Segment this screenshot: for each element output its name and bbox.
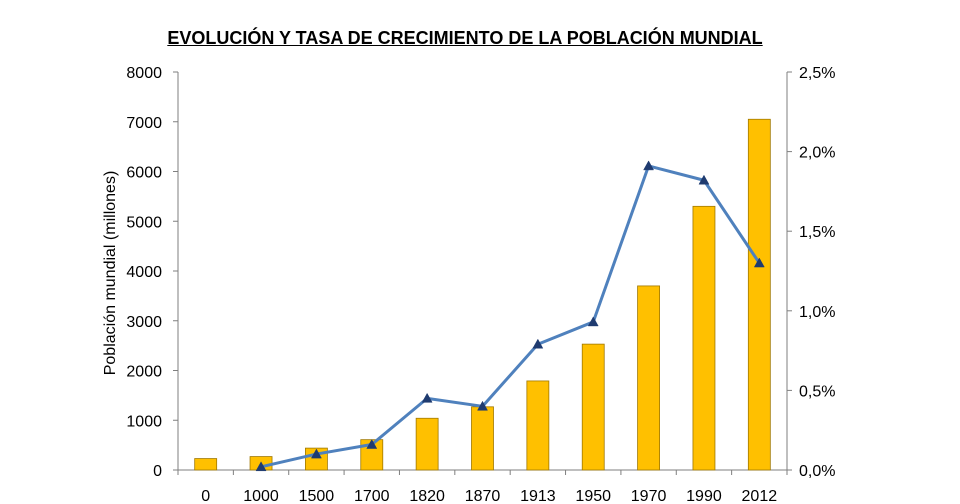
- left-tick-label: 1000: [126, 413, 162, 430]
- x-tick-label: 0: [201, 488, 210, 504]
- left-tick-label: 6000: [126, 165, 162, 182]
- growth-rate-point: [310, 448, 322, 459]
- x-tick-label: 1870: [465, 488, 501, 504]
- growth-rate-point: [421, 392, 433, 403]
- growth-rate-line: [260, 164, 761, 469]
- left-tick-label: 3000: [126, 314, 162, 331]
- bar: [415, 417, 439, 471]
- x-tick-label: 1913: [520, 488, 556, 504]
- growth-rate-point: [587, 316, 599, 327]
- bar: [692, 205, 716, 471]
- right-tick-label: 1,0%: [799, 304, 835, 321]
- left-tick-label: 7000: [126, 115, 162, 132]
- growth-rate-point: [753, 257, 765, 268]
- right-tick-label: 1,5%: [799, 224, 835, 241]
- growth-rate-point: [366, 439, 378, 449]
- left-tick-label: 2000: [126, 364, 162, 381]
- growth-rate-point: [698, 174, 710, 185]
- growth-rate-point: [255, 461, 267, 472]
- growth-rate-point: [643, 160, 655, 171]
- bar: [581, 343, 605, 471]
- right-tick-label: 0,0%: [799, 463, 835, 480]
- bar: [526, 380, 550, 471]
- bar: [471, 406, 494, 471]
- x-tick-label: 1820: [409, 488, 445, 504]
- left-tick-label: 0: [153, 463, 162, 480]
- x-tick-label: 1500: [299, 488, 335, 504]
- x-tick-label: 1700: [354, 488, 390, 504]
- right-tick-label: 0,5%: [799, 383, 835, 400]
- left-tick-label: 5000: [126, 214, 162, 231]
- left-tick-label: 4000: [126, 264, 162, 281]
- x-tick-label: 1950: [575, 488, 611, 504]
- x-tick-label: 1000: [243, 488, 279, 504]
- left-tick-label: 8000: [126, 65, 162, 82]
- right-tick-label: 2,5%: [799, 65, 835, 82]
- bar: [194, 458, 218, 471]
- chart-title: EVOLUCIÓN Y TASA DE CRECIMIENTO DE LA PO…: [167, 28, 763, 48]
- bar: [747, 118, 771, 471]
- growth-rate-point: [532, 338, 544, 349]
- bar: [637, 285, 660, 471]
- right-tick-label: 2,0%: [799, 145, 835, 162]
- x-tick-label: 1970: [631, 488, 667, 504]
- y-axis-title: Población mundial (millones): [102, 171, 119, 376]
- x-tick-label: 2012: [742, 488, 778, 504]
- growth-rate-point: [477, 400, 488, 411]
- x-tick-label: 1990: [686, 488, 722, 504]
